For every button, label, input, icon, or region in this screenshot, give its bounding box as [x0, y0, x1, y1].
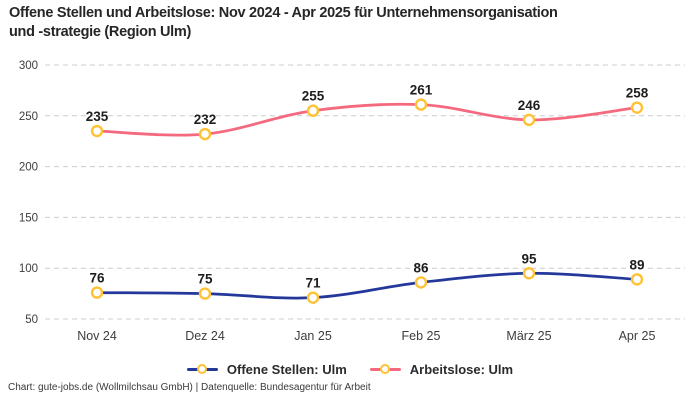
y-axis-tick-label: 50 — [25, 314, 38, 326]
data-point-marker — [630, 273, 644, 286]
attribution-note: Chart: gute-jobs.de (Wollmilchsau GmbH) … — [8, 382, 371, 393]
data-point-label: 89 — [629, 257, 644, 272]
legend-item-offene-stellen: Offene Stellen: Ulm — [186, 361, 347, 377]
data-point-marker — [522, 113, 536, 127]
data-point-marker — [90, 124, 104, 138]
data-point-marker — [522, 267, 536, 280]
data-point-label: 246 — [518, 98, 541, 113]
chart-title-line-2: und -strategie (Region Ulm) — [9, 24, 192, 40]
x-axis-tick-label: Nov 24 — [77, 329, 117, 343]
y-axis-tick-label: 150 — [19, 212, 38, 224]
y-axis-tick-label: 200 — [19, 162, 38, 174]
data-point-marker — [414, 276, 428, 289]
data-point-label: 258 — [626, 86, 649, 101]
data-point-label: 255 — [302, 89, 325, 104]
data-point-marker — [198, 127, 212, 141]
legend-line-sample — [186, 363, 218, 375]
x-axis-tick-label: Apr 25 — [619, 329, 656, 343]
data-point-label: 95 — [521, 251, 537, 266]
legend-marker-ring-icon — [379, 363, 390, 374]
chart-title: Offene Stellen und Arbeitslose: Nov 2024… — [9, 4, 689, 42]
series-line — [95, 102, 639, 137]
data-point-label: 261 — [410, 83, 433, 98]
legend-marker-ring-icon — [196, 363, 207, 374]
x-axis-tick-label: Jan 25 — [294, 329, 332, 343]
data-point-marker — [414, 98, 428, 111]
data-point-label: 232 — [194, 112, 217, 127]
x-axis-tick-label: März 25 — [506, 329, 551, 343]
series-line — [95, 271, 639, 300]
y-axis-tick-label: 250 — [19, 111, 38, 123]
legend-line-sample — [369, 363, 401, 375]
data-point-label: 235 — [86, 109, 109, 124]
chart-legend: Offene Stellen: Ulm Arbeitslose: Ulm — [0, 360, 700, 378]
data-point-marker — [198, 287, 212, 300]
data-point-marker — [90, 286, 104, 299]
data-point-label: 86 — [413, 260, 429, 275]
y-axis-tick-label: 100 — [19, 263, 38, 275]
data-point-label: 71 — [305, 276, 321, 291]
chart-title-line-1: Offene Stellen und Arbeitslose: Nov 2024… — [9, 5, 558, 21]
data-point-marker — [306, 291, 320, 304]
data-point-marker — [306, 104, 320, 117]
legend-label-offene-stellen: Offene Stellen: Ulm — [226, 361, 347, 377]
data-point-label: 76 — [89, 271, 105, 286]
data-point-marker — [630, 101, 644, 114]
x-axis-tick-label: Feb 25 — [402, 329, 441, 343]
legend-label-arbeitslose: Arbeitslose: Ulm — [409, 361, 514, 377]
legend-item-arbeitslose: Arbeitslose: Ulm — [369, 361, 514, 377]
y-axis-tick-label: 300 — [19, 60, 38, 72]
data-point-label: 75 — [197, 272, 213, 287]
x-axis-tick-label: Dez 24 — [185, 329, 225, 343]
